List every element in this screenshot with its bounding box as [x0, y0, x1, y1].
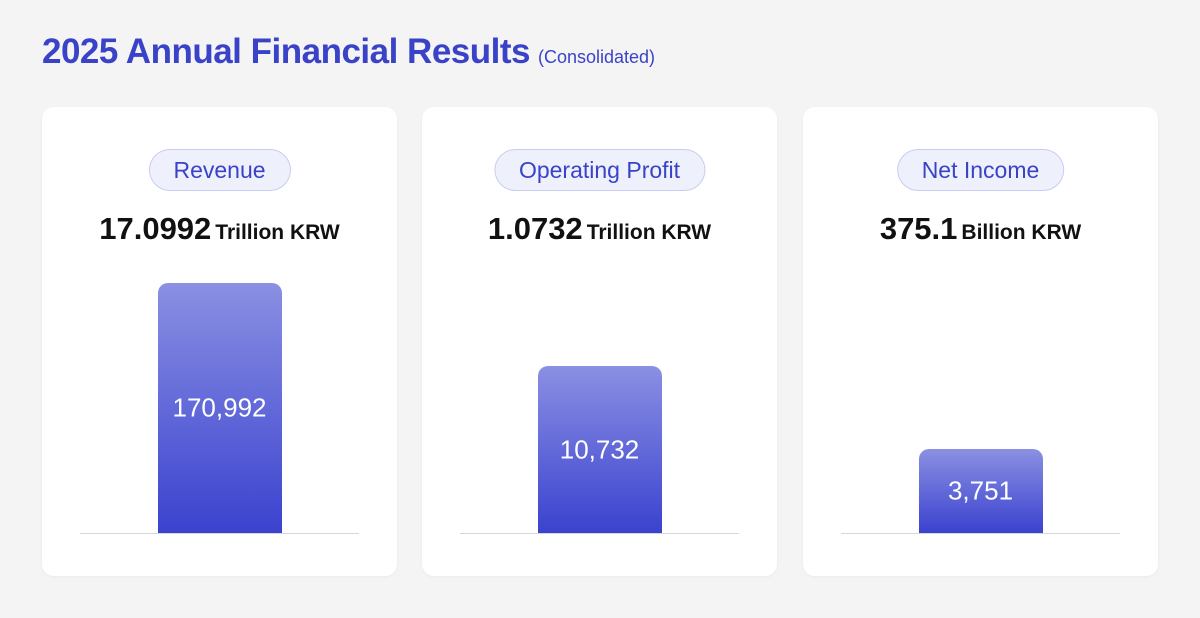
- category-pill-operating-profit: Operating Profit: [493, 149, 706, 191]
- headline-value-revenue: 17.0992: [99, 211, 212, 246]
- headline-unit-revenue: Trillion KRW: [215, 221, 340, 244]
- bar-label-operating-profit: 10,732: [559, 434, 640, 464]
- bar-operating-profit: [537, 366, 662, 533]
- headline-value-net-income: 375.1: [879, 211, 958, 246]
- page-title-main: 2025 Annual Financial Results: [42, 32, 530, 71]
- baseline-operating-profit: [460, 533, 739, 534]
- baseline-revenue: [80, 533, 359, 534]
- headline-amount-revenue: 17.0992 Trillion KRW: [42, 211, 397, 247]
- bar-label-net-income: 3,751: [947, 475, 1014, 506]
- category-pill-revenue: Revenue: [148, 149, 291, 191]
- card-revenue: Revenue 17.0992 Trillion KRW 170,992: [42, 107, 397, 576]
- headline-unit-operating-profit: Trillion KRW: [586, 221, 712, 244]
- bar-revenue: [157, 283, 282, 533]
- card-net-income: Net Income 375.1 Billion KRW 3,751: [803, 107, 1158, 576]
- headline-amount-operating-profit: 1.0732 Trillion KRW: [422, 211, 777, 247]
- headline-amount-net-income: 375.1 Billion KRW: [803, 211, 1158, 247]
- page-title: 2025 Annual Financial Results (Consolidat…: [42, 32, 655, 72]
- baseline-net-income: [841, 533, 1120, 534]
- card-operating-profit: Operating Profit 1.0732 Trillion KRW 10,7…: [422, 107, 777, 576]
- headline-unit-net-income: Billion KRW: [961, 221, 1082, 244]
- bar-net-income: [918, 449, 1043, 533]
- category-pill-net-income: Net Income: [896, 149, 1065, 191]
- page-title-subtitle: (Consolidated): [537, 47, 656, 67]
- headline-value-operating-profit: 1.0732: [487, 211, 583, 246]
- bar-label-revenue: 170,992: [172, 392, 267, 423]
